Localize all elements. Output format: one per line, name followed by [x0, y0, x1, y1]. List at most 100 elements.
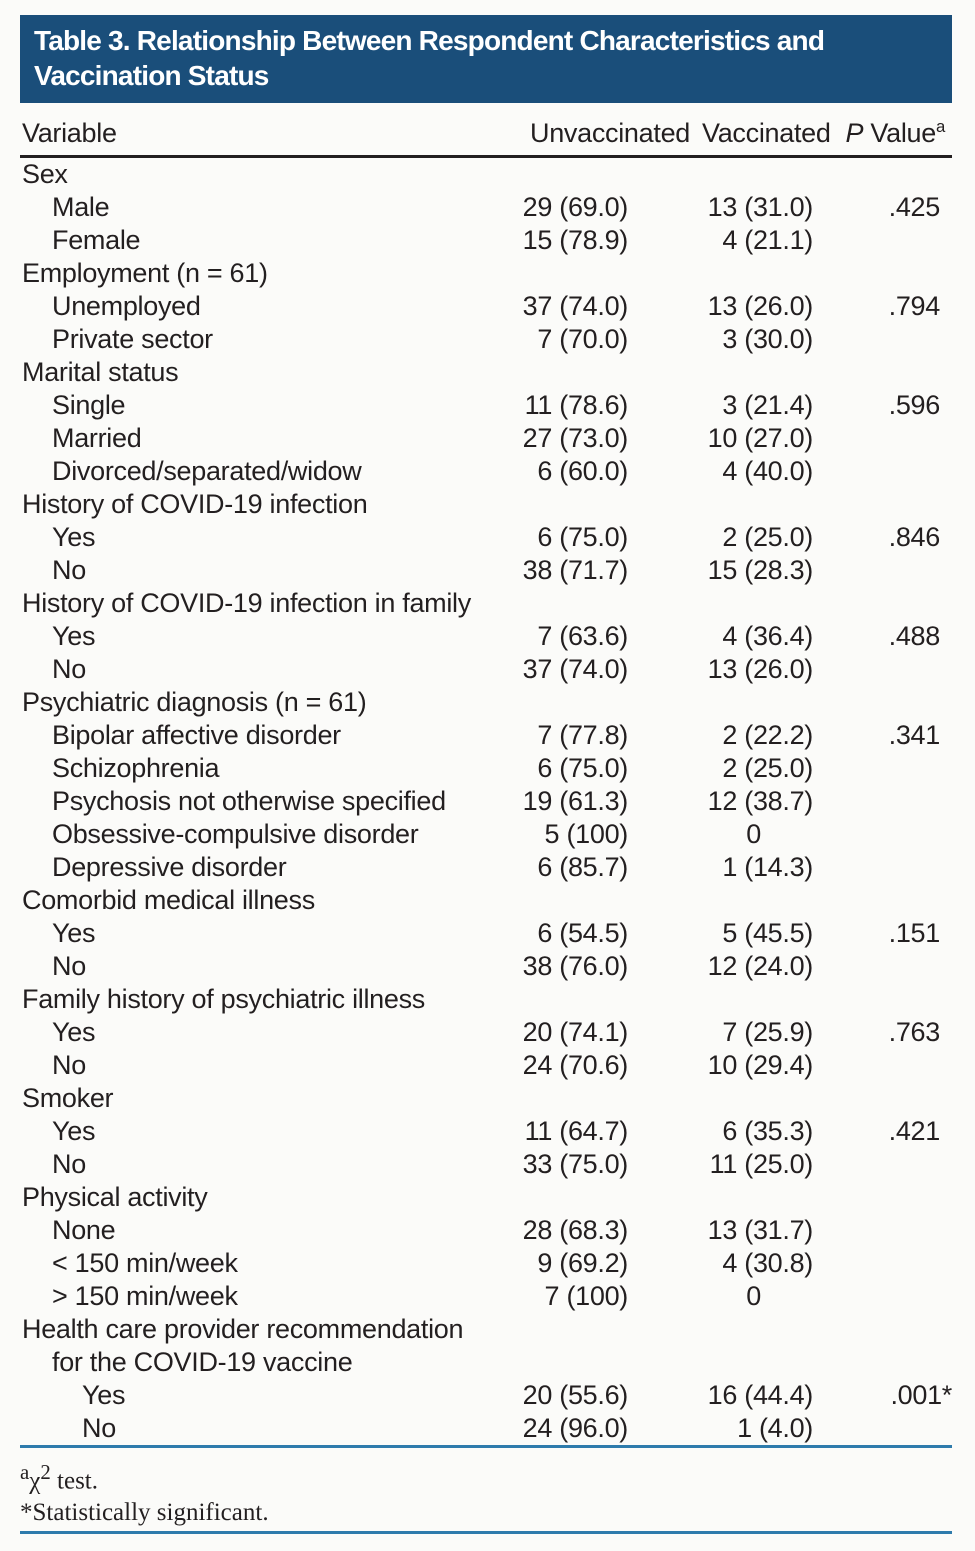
- p-value: [813, 785, 952, 818]
- table-row: Physical activity: [20, 1181, 952, 1214]
- row-label: for the COVID-19 vaccine: [52, 1347, 353, 1377]
- table-row: Private sector 7 (70.0) 3 (30.0): [20, 323, 952, 356]
- table-row: No 33 (75.0) 11 (25.0): [20, 1148, 952, 1181]
- footnote-significance: *Statistically significant.: [20, 1499, 269, 1527]
- row-label: No: [82, 1413, 116, 1443]
- vaccinated-value: 7 (25.9): [722, 1017, 813, 1047]
- table-row: < 150 min/week 9 (69.2) 4 (30.8): [20, 1247, 952, 1280]
- unvaccinated-value: [470, 1082, 628, 1115]
- p-value: .001*: [890, 1380, 952, 1410]
- row-label: Private sector: [52, 324, 213, 354]
- unvaccinated-value: [470, 686, 628, 719]
- p-value: [813, 950, 952, 983]
- vaccinated-value: 4 (21.1): [722, 225, 813, 255]
- figure-bottom-rule: [20, 1531, 952, 1535]
- vaccinated-value: 6 (35.3): [722, 1116, 813, 1146]
- unvaccinated-value: 27 (73.0): [522, 423, 629, 453]
- p-value: .151: [888, 918, 941, 948]
- chi-symbol: χ: [29, 1467, 41, 1495]
- table-row: None 28 (68.3) 13 (31.7): [20, 1214, 952, 1247]
- row-label: < 150 min/week: [52, 1248, 238, 1278]
- table-row: Yes 6 (75.0) 2 (25.0) .846: [20, 521, 952, 554]
- row-label: Schizophrenia: [52, 753, 220, 783]
- table-3-figure: Table 3. Relationship Between Respondent…: [0, 15, 975, 1551]
- unvaccinated-value: 20 (74.1): [522, 1017, 629, 1047]
- table-row: Psychiatric diagnosis (n = 61): [20, 686, 952, 719]
- unvaccinated-value: 33 (75.0): [522, 1149, 629, 1179]
- unvaccinated-value: 7 (77.8): [537, 720, 628, 750]
- p-value: [813, 455, 952, 488]
- row-label: Yes: [52, 522, 96, 552]
- row-label: Yes: [52, 621, 96, 651]
- row-label: Married: [52, 423, 142, 453]
- row-label: Bipolar affective disorder: [52, 720, 341, 750]
- p-value: [813, 1412, 952, 1445]
- p-value: .596: [888, 390, 941, 420]
- column-header-variable: Variable: [20, 103, 470, 158]
- row-label: Female: [52, 225, 141, 255]
- row-label: Employment (n = 61): [22, 258, 268, 288]
- p-value: [813, 554, 952, 587]
- vaccinated-value: [628, 1346, 813, 1379]
- table-row: Married 27 (73.0) 10 (27.0): [20, 422, 952, 455]
- vaccinated-value: 11 (25.0): [709, 1149, 814, 1179]
- vaccinated-value: 13 (26.0): [707, 654, 814, 684]
- unvaccinated-value: 9 (69.2): [537, 1248, 628, 1278]
- table-row: Divorced/separated/widow 6 (60.0) 4 (40.0): [20, 455, 952, 488]
- column-header-unvaccinated: Unvaccinated: [470, 103, 690, 158]
- column-header-p-value: P Valuea: [813, 103, 952, 158]
- characteristics-table: Variable Unvaccinated Vaccinated P Value…: [20, 103, 952, 1445]
- unvaccinated-value: 5 (100): [544, 819, 629, 849]
- table-row: Bipolar affective disorder 7 (77.8) 2 (22.…: [20, 719, 952, 752]
- unvaccinated-value: 7 (100): [544, 1281, 629, 1311]
- unvaccinated-value: [470, 157, 628, 192]
- vaccinated-value: 12 (38.7): [707, 786, 814, 816]
- vaccinated-value: 4 (30.8): [722, 1248, 813, 1278]
- unvaccinated-value: 6 (54.5): [537, 918, 628, 948]
- row-label: No: [52, 555, 86, 585]
- vaccinated-value: [628, 1181, 813, 1214]
- table-title-line-2: Vaccination Status: [34, 60, 269, 91]
- p-value-italic-p: P: [845, 118, 864, 148]
- unvaccinated-value: [470, 257, 628, 290]
- table-row: No 24 (70.6) 10 (29.4): [20, 1049, 952, 1082]
- unvaccinated-value: 6 (60.0): [537, 456, 628, 486]
- vaccinated-value: [628, 884, 813, 917]
- vaccinated-value: 16 (44.4): [707, 1380, 814, 1410]
- p-value: [813, 1346, 952, 1379]
- row-label: Psychosis not otherwise specified: [52, 786, 446, 816]
- p-value: [813, 983, 952, 1016]
- column-header-vaccinated: Vaccinated: [628, 103, 831, 158]
- footnotes: aχ2 test. *Statistically significant.: [20, 1456, 952, 1529]
- row-label: History of COVID-19 infection in family: [22, 588, 471, 618]
- p-value: [813, 884, 952, 917]
- p-value: .421: [888, 1116, 941, 1146]
- p-value: [813, 587, 952, 620]
- unvaccinated-value: 37 (74.0): [522, 654, 629, 684]
- unvaccinated-value: 29 (69.0): [522, 192, 629, 222]
- vaccinated-value: 2 (25.0): [722, 522, 813, 552]
- unvaccinated-value: [470, 1346, 628, 1379]
- table-row: Family history of psychiatric illness: [20, 983, 952, 1016]
- row-label: Comorbid medical illness: [22, 885, 315, 915]
- vaccinated-value: [628, 157, 813, 192]
- table-row: Schizophrenia 6 (75.0) 2 (25.0): [20, 752, 952, 785]
- table-row: Female 15 (78.9) 4 (21.1): [20, 224, 952, 257]
- vaccinated-value: [628, 488, 813, 521]
- table-row: Yes 20 (55.6) 16 (44.4) .001*: [20, 1379, 952, 1412]
- vaccinated-value: [628, 1313, 813, 1346]
- unvaccinated-value: [470, 488, 628, 521]
- unvaccinated-value: 19 (61.3): [522, 786, 629, 816]
- vaccinated-value: [628, 587, 813, 620]
- row-label: Smoker: [22, 1083, 114, 1113]
- p-value: .763: [888, 1017, 941, 1047]
- p-value: [813, 1049, 952, 1082]
- unvaccinated-value: [470, 356, 628, 389]
- row-label: Health care provider recommendation: [22, 1314, 464, 1344]
- p-value: [813, 356, 952, 389]
- unvaccinated-value: 11 (64.7): [524, 1116, 629, 1146]
- vaccinated-value: 3 (21.4): [722, 390, 813, 420]
- vaccinated-value: [628, 983, 813, 1016]
- unvaccinated-value: [470, 1313, 628, 1346]
- vaccinated-value: [628, 686, 813, 719]
